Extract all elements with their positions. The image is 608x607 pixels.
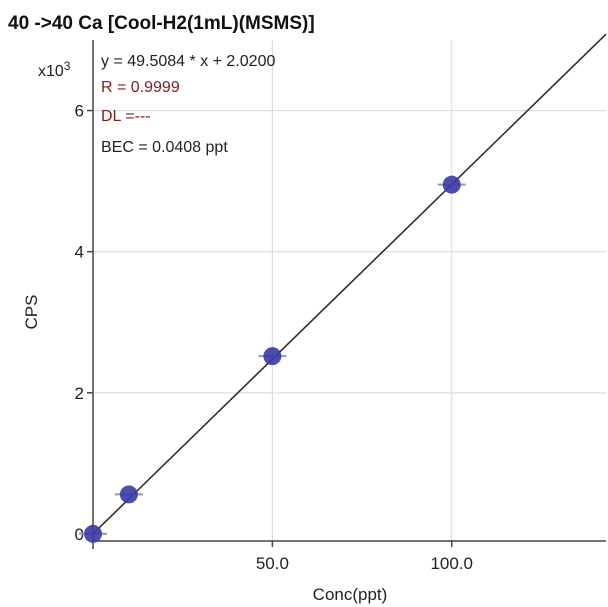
data-point [79, 524, 107, 543]
data-point [258, 347, 287, 366]
x-tick-label: 50.0 [256, 554, 289, 573]
point-marker [119, 485, 138, 504]
y-scale-label: x103 [38, 59, 71, 80]
point-marker [442, 175, 461, 194]
point-marker [84, 524, 102, 543]
data-point [114, 485, 143, 504]
annotation-line: y = 49.5084 * x + 2.0200 [101, 53, 275, 70]
chart-title: 40 ->40 Ca [Cool-H2(1mL)(MSMS)] [8, 13, 315, 34]
fit-annotations: y = 49.5084 * x + 2.0200 R = 0.9999 DL =--… [101, 53, 275, 156]
x-axis-label: Conc(ppt) [313, 585, 388, 604]
fit-line [92, 33, 607, 535]
data-points [79, 175, 466, 543]
y-ticks: 0246 [75, 102, 93, 544]
y-axis-label: CPS [22, 295, 41, 330]
annotation-line: DL =--- [101, 108, 151, 125]
annotation-line: R = 0.9999 [101, 79, 180, 96]
y-tick-label: 4 [75, 243, 84, 262]
y-tick-label: 2 [75, 384, 84, 403]
point-marker [263, 347, 282, 366]
annotation-line: BEC = 0.0408 ppt [101, 139, 228, 156]
y-tick-label: 6 [75, 102, 84, 121]
x-ticks: 50.0 100.0 [256, 541, 473, 573]
grid-lines [93, 40, 606, 541]
x-tick-label: 100.0 [430, 554, 473, 573]
data-point [437, 175, 466, 194]
